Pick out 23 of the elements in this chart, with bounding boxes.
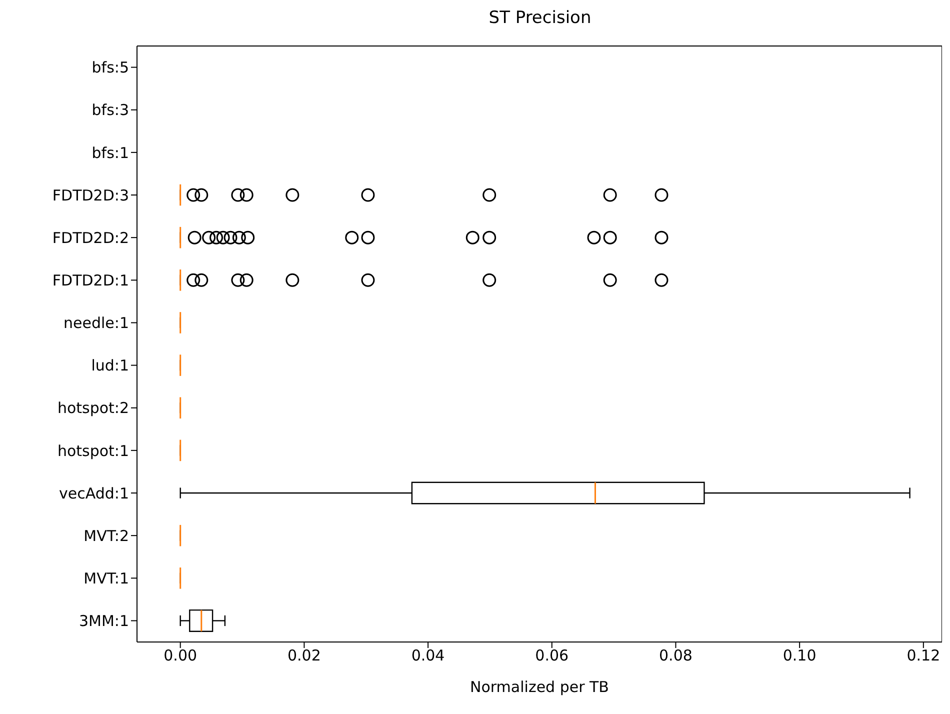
y-tick-label: lud:1 <box>91 356 129 375</box>
x-tick-label: 0.08 <box>659 646 692 665</box>
y-tick-label: FDTD2D:1 <box>52 271 129 290</box>
y-tick-label: MVT:2 <box>84 526 129 545</box>
x-tick-label: 0.12 <box>906 646 940 665</box>
y-tick-label: bfs:3 <box>92 101 129 120</box>
x-tick-label: 0.04 <box>411 646 445 665</box>
y-tick-label: needle:1 <box>64 314 129 332</box>
y-tick-label: bfs:1 <box>92 144 129 162</box>
x-tick-label: 0.00 <box>164 646 198 665</box>
chart-title: ST Precision <box>488 8 592 30</box>
x-tick-label: 0.02 <box>287 646 321 665</box>
y-tick-label: vecAdd:1 <box>59 484 129 502</box>
x-axis-title: Normalized per TB <box>470 678 609 696</box>
x-tick-label: 0.10 <box>782 646 816 665</box>
y-tick-label: hotspot:1 <box>57 442 129 460</box>
y-tick-label: FDTD2D:3 <box>52 186 129 204</box>
y-tick-label: 3MM:1 <box>78 612 129 630</box>
x-tick-label: 0.06 <box>535 646 569 665</box>
y-tick-label: bfs:5 <box>92 58 129 77</box>
y-tick-label: FDTD2D:2 <box>52 228 129 247</box>
y-tick-label: MVT:1 <box>84 569 129 588</box>
y-tick-label: hotspot:2 <box>57 399 129 418</box>
